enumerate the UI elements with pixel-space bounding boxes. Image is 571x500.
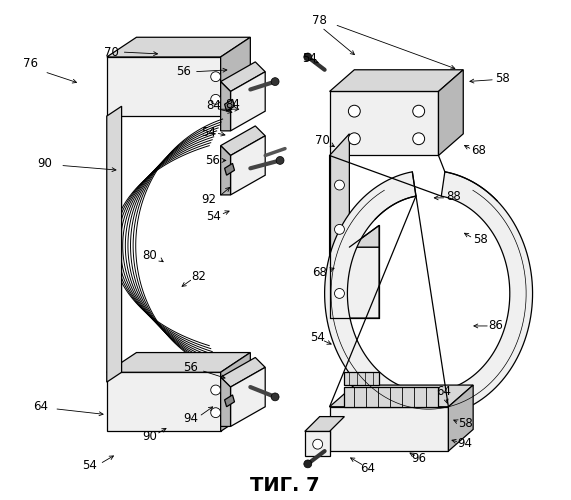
Text: 54: 54 <box>82 460 98 472</box>
Polygon shape <box>231 368 265 426</box>
Text: 56: 56 <box>206 154 220 167</box>
Polygon shape <box>220 352 250 432</box>
Circle shape <box>348 133 360 144</box>
Polygon shape <box>329 385 473 406</box>
Text: 92: 92 <box>201 194 216 206</box>
Text: 78: 78 <box>312 14 327 27</box>
Circle shape <box>211 408 220 418</box>
Circle shape <box>211 72 220 82</box>
Polygon shape <box>220 38 250 116</box>
Text: 58: 58 <box>458 417 473 430</box>
Text: 90: 90 <box>37 157 52 170</box>
Polygon shape <box>349 226 379 247</box>
Text: 84: 84 <box>206 98 221 112</box>
Text: 56: 56 <box>176 65 191 78</box>
Text: 90: 90 <box>142 430 157 443</box>
Circle shape <box>313 440 323 449</box>
Text: 64: 64 <box>33 400 48 413</box>
Text: 56: 56 <box>183 361 198 374</box>
Polygon shape <box>107 106 122 382</box>
Polygon shape <box>220 126 265 156</box>
Text: 86: 86 <box>489 320 504 332</box>
Circle shape <box>304 53 312 61</box>
Polygon shape <box>107 372 220 432</box>
Text: 58: 58 <box>496 72 510 85</box>
Polygon shape <box>220 82 231 131</box>
Polygon shape <box>224 164 235 175</box>
Circle shape <box>211 385 220 395</box>
Text: 68: 68 <box>471 144 485 157</box>
Text: 82: 82 <box>191 270 206 283</box>
Text: 54: 54 <box>202 126 216 140</box>
Polygon shape <box>107 57 220 116</box>
Circle shape <box>276 156 284 164</box>
Polygon shape <box>305 432 329 456</box>
Circle shape <box>335 224 344 234</box>
Polygon shape <box>329 406 448 451</box>
Circle shape <box>413 133 425 144</box>
Polygon shape <box>107 38 250 57</box>
Polygon shape <box>329 134 349 269</box>
Circle shape <box>335 288 344 298</box>
Circle shape <box>271 78 279 86</box>
Text: 84: 84 <box>226 98 240 111</box>
Text: 70: 70 <box>315 134 330 147</box>
Circle shape <box>413 105 425 117</box>
Text: 64: 64 <box>360 462 375 475</box>
Polygon shape <box>220 146 231 195</box>
Text: 64: 64 <box>436 386 451 398</box>
Text: 54: 54 <box>310 332 325 344</box>
Polygon shape <box>329 92 439 156</box>
Polygon shape <box>439 70 463 156</box>
Circle shape <box>348 105 360 117</box>
Polygon shape <box>107 352 250 372</box>
Circle shape <box>335 180 344 190</box>
Circle shape <box>271 393 279 401</box>
Polygon shape <box>231 136 265 195</box>
Polygon shape <box>224 395 235 406</box>
Polygon shape <box>305 416 344 432</box>
Polygon shape <box>224 100 235 111</box>
Polygon shape <box>329 247 379 318</box>
Text: 94: 94 <box>183 412 199 425</box>
Text: ΤИГ. 7: ΤИГ. 7 <box>250 476 320 495</box>
Polygon shape <box>220 377 231 426</box>
Polygon shape <box>231 72 265 131</box>
Text: 54: 54 <box>302 52 317 66</box>
Polygon shape <box>325 172 533 416</box>
Circle shape <box>211 94 220 104</box>
Polygon shape <box>344 372 379 385</box>
Text: 94: 94 <box>458 436 473 450</box>
Text: 80: 80 <box>142 250 156 262</box>
Polygon shape <box>329 70 463 92</box>
Circle shape <box>304 460 312 468</box>
Polygon shape <box>220 358 265 387</box>
Text: 68: 68 <box>312 266 327 279</box>
Polygon shape <box>220 62 265 92</box>
Text: 58: 58 <box>473 232 488 245</box>
Polygon shape <box>344 387 439 406</box>
Text: 70: 70 <box>104 46 119 59</box>
Text: 54: 54 <box>206 210 221 223</box>
Text: 76: 76 <box>23 58 38 70</box>
Text: 88: 88 <box>446 190 461 203</box>
Text: 96: 96 <box>411 452 426 466</box>
Polygon shape <box>448 385 473 451</box>
